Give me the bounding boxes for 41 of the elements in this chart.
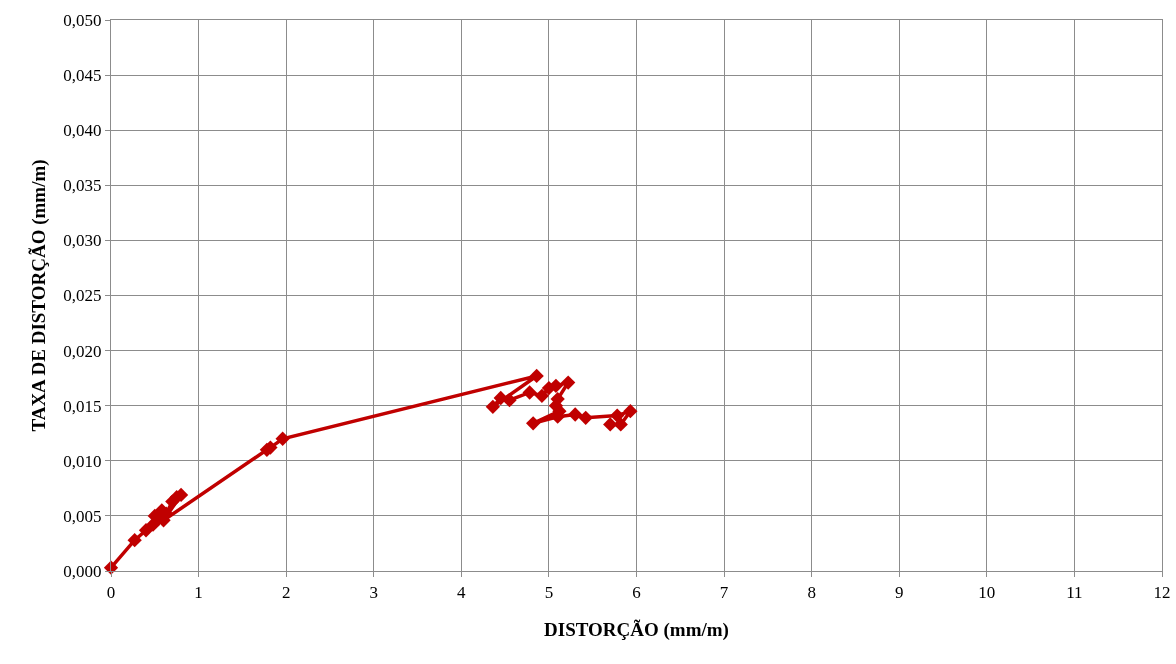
y-tick-label: 0,015 (63, 396, 102, 416)
point (603, 417, 618, 432)
x-tick-label: 0 (106, 582, 116, 602)
x-tick-label: 1 (194, 582, 203, 602)
point (561, 375, 576, 390)
y-axis-title: TAXA DE DISTORÇÃO (mm/m) (28, 159, 51, 432)
y-tick-label: 0,000 (63, 561, 102, 581)
point (613, 417, 628, 432)
y-tick-label: 0,020 (63, 341, 102, 361)
x-tick-label: 10 (978, 582, 996, 602)
y-tick-label: 0,025 (63, 286, 102, 306)
point (534, 388, 550, 403)
y-tick-label: 0,045 (63, 66, 102, 86)
x-tick-label: 12 (1153, 582, 1171, 602)
x-tick-label: 3 (369, 582, 378, 602)
point (568, 407, 583, 422)
point (502, 393, 517, 408)
x-tick-label: 7 (719, 582, 729, 602)
x-tick-label: 4 (457, 582, 467, 602)
x-tick-label: 5 (544, 582, 554, 602)
x-tick-label: 11 (1066, 582, 1083, 602)
x-tick-label: 9 (895, 582, 904, 602)
y-tick-label: 0,040 (63, 121, 102, 141)
point (623, 404, 638, 419)
y-tick-label: 0,030 (63, 231, 102, 251)
x-axis-title: DISTORÇÃO (mm/m) (544, 619, 729, 642)
point (485, 399, 501, 414)
point (522, 385, 537, 400)
point (610, 408, 625, 423)
y-tick-label: 0,005 (63, 506, 102, 526)
point (526, 416, 541, 431)
x-tick-label: 8 (807, 582, 816, 602)
x-tick-label: 2 (281, 582, 291, 602)
x-tick-label: 6 (632, 582, 641, 602)
point (127, 532, 142, 548)
y-tick-label: 0,035 (63, 176, 102, 196)
point (578, 410, 593, 425)
point (275, 431, 290, 446)
y-tick-label: 0,050 (63, 10, 102, 30)
point (529, 368, 544, 384)
y-tick-label: 0,010 (63, 451, 102, 471)
